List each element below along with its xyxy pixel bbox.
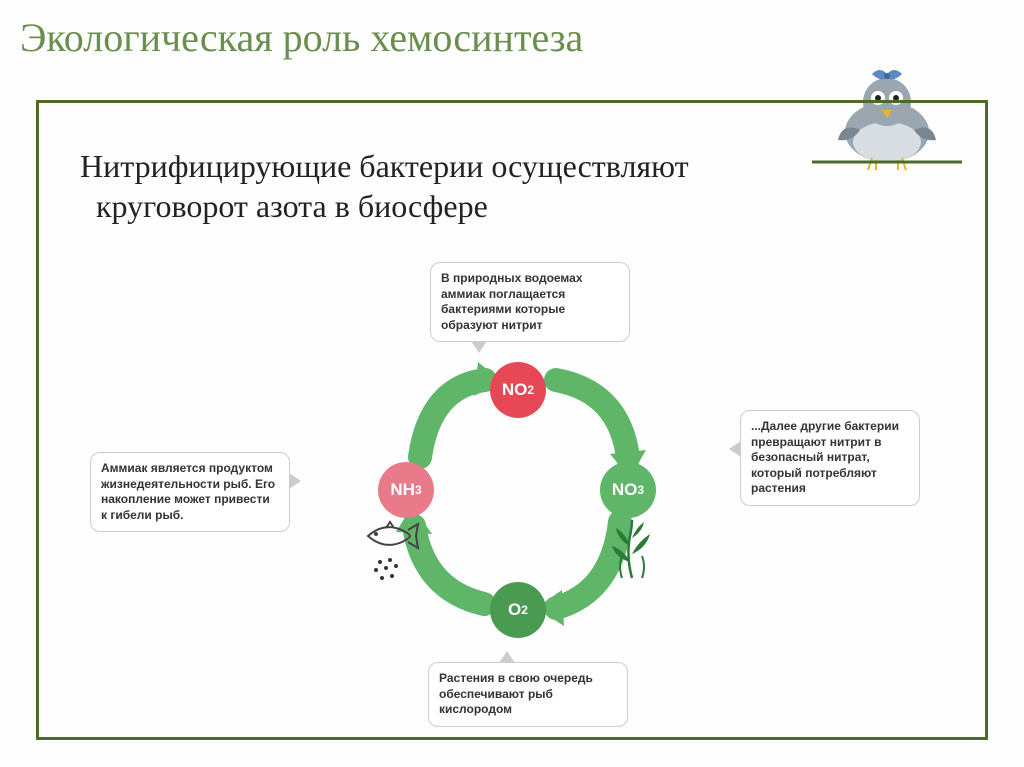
subtitle-line2: круговорот азота в биосфере — [96, 188, 488, 224]
node-no3: NO3 — [600, 462, 656, 518]
node-no3-label: NO — [612, 480, 638, 500]
subtitle-line1: Нитрифицирующие бактерии осуществляют — [80, 148, 689, 184]
page-title: Экологическая роль хемосинтеза — [20, 14, 583, 61]
node-no3-sub: 3 — [637, 483, 644, 497]
node-no2: NO2 — [490, 362, 546, 418]
callout-left: Аммиак является продуктом жизнедеятельно… — [90, 452, 290, 532]
callout-right: ...Далее другие бактерии превращают нитр… — [740, 410, 920, 506]
callout-top: В природных водоемах аммиак поглащается … — [430, 262, 630, 342]
callout-bottom: Растения в свою очередь обеспечивают рыб… — [428, 662, 628, 727]
node-nh3-sub: 3 — [415, 483, 422, 497]
node-o2-sub: 2 — [521, 603, 528, 617]
node-o2: O2 — [490, 582, 546, 638]
node-nh3-label: NH — [390, 480, 415, 500]
node-no2-label: NO — [502, 380, 528, 400]
plant-icon — [602, 512, 662, 582]
nitrogen-cycle-diagram: NO2 NO3 O2 NH3 В природных водоемах амми… — [60, 262, 960, 722]
node-o2-label: O — [508, 600, 521, 620]
node-no2-sub: 2 — [527, 383, 534, 397]
node-nh3: NH3 — [378, 462, 434, 518]
fish-icon — [360, 516, 420, 556]
fish-waste-dots — [372, 556, 412, 586]
subtitle: Нитрифицирующие бактерии осуществляют кр… — [80, 146, 689, 226]
